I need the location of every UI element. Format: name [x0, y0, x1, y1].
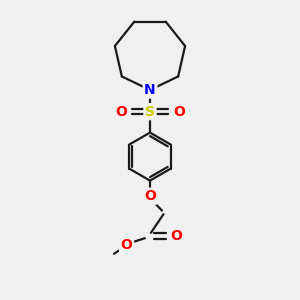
- Text: N: N: [144, 83, 156, 97]
- Text: O: O: [115, 105, 127, 118]
- Text: O: O: [144, 189, 156, 203]
- Text: O: O: [173, 105, 185, 118]
- Text: S: S: [145, 105, 155, 118]
- Text: O: O: [121, 238, 133, 252]
- Text: O: O: [170, 229, 182, 243]
